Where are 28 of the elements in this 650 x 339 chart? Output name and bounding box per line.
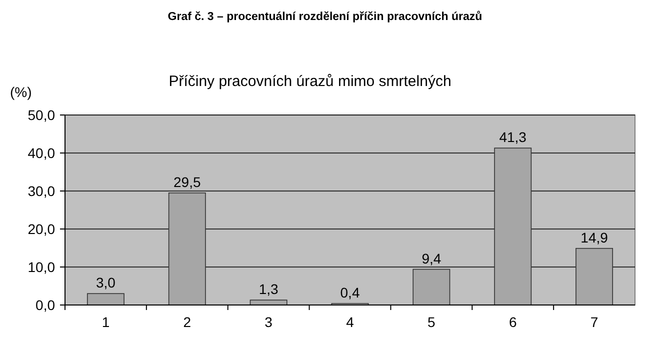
data-label: 9,4 — [422, 250, 442, 266]
bar — [494, 148, 532, 306]
y-axis-title: (%) — [10, 84, 32, 100]
x-tick-label: 3 — [264, 314, 273, 330]
data-label: 0,4 — [340, 284, 360, 300]
y-tick-label: 50,0 — [28, 106, 56, 123]
data-label: 1,3 — [258, 281, 279, 298]
bar — [576, 248, 614, 306]
chart-subtitle: Příčiny pracovních úrazů mimo smrtelných — [168, 73, 452, 90]
y-tick-label: 40,0 — [28, 144, 56, 161]
x-tick-label: 7 — [590, 314, 598, 330]
data-label: 29,5 — [174, 174, 201, 190]
bar — [86, 293, 124, 306]
data-label: 14,9 — [580, 229, 608, 246]
y-tick-label: 20,0 — [28, 220, 56, 237]
chart-title: Graf č. 3 – procentuální rozdělení příčin pracovních úrazů — [168, 10, 482, 23]
y-tick-label: 30,0 — [28, 182, 56, 199]
x-tick-label: 5 — [428, 314, 436, 330]
x-tick-label: 1 — [102, 314, 110, 330]
bar — [412, 268, 450, 306]
x-tick-label: 6 — [508, 314, 517, 330]
y-tick-label: 10,0 — [28, 258, 56, 275]
bar — [168, 192, 206, 306]
data-label: 3,0 — [96, 274, 116, 291]
x-tick-label: 2 — [183, 314, 192, 330]
y-tick-label: 0,0 — [36, 296, 56, 313]
data-label: 41,3 — [499, 129, 527, 146]
x-tick-label: 4 — [346, 314, 354, 330]
